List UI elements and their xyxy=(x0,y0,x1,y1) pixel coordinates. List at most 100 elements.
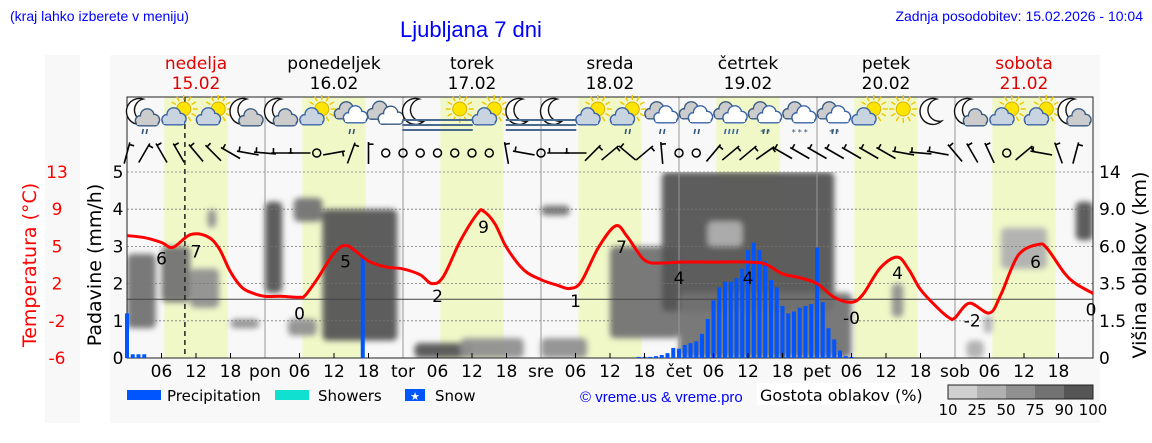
sun-ray xyxy=(619,101,625,106)
precipitation-bar xyxy=(636,356,641,358)
wind-feather xyxy=(238,146,241,152)
sun-ray xyxy=(907,116,911,122)
cloud-shape xyxy=(962,108,989,127)
wind-staff xyxy=(503,142,510,164)
cloud-density-title: Gostota oblakov (%) xyxy=(760,386,923,405)
precipitation-bar xyxy=(700,333,704,358)
wind-barb-icon xyxy=(346,142,360,164)
cloud-height-tick-label: 6.0 xyxy=(1099,237,1126,257)
sun-ray xyxy=(222,96,226,102)
moon-shape xyxy=(919,97,945,126)
wind-barb-icon xyxy=(721,145,742,161)
wind-staff xyxy=(947,144,963,162)
cloud-region xyxy=(891,283,904,318)
density-tick-label: 50 xyxy=(996,401,1015,419)
moon-cloud-icon xyxy=(263,97,299,127)
wind-barb-icon xyxy=(123,142,135,164)
temperature-tick-label: -2 xyxy=(49,312,66,332)
daylight-band xyxy=(854,97,918,358)
wind-feather xyxy=(736,146,742,152)
copyright-link[interactable]: © vreme.us & vreme.pro xyxy=(580,389,743,406)
moon-shape xyxy=(401,97,427,126)
sun-ray xyxy=(605,101,611,106)
day-name: sobota xyxy=(995,54,1053,74)
wind-staff xyxy=(236,150,259,156)
cloud-fill xyxy=(690,117,711,122)
wind-staff xyxy=(584,144,602,162)
rain-drop xyxy=(624,128,628,135)
cloud-shape xyxy=(791,105,817,124)
precipitation-bar xyxy=(780,305,785,358)
snow-flake: * xyxy=(829,128,833,137)
moon-icon xyxy=(919,97,945,126)
wind-barb-icon xyxy=(601,145,621,161)
precip-tick-label: 4 xyxy=(113,200,124,220)
wind-barb-icon xyxy=(288,148,311,154)
precipitation-bar xyxy=(654,356,658,358)
wind-staff xyxy=(705,144,722,162)
wind-barb-icon xyxy=(155,142,168,163)
temperature-label: 7 xyxy=(616,238,627,258)
cloud-height-tick-label: 1.5 xyxy=(1099,312,1126,332)
cloud-fill xyxy=(379,118,402,124)
snow-flake: * xyxy=(766,128,770,137)
wind-barb-icon xyxy=(947,142,963,162)
cloud-shape xyxy=(134,108,161,127)
wind-barb-icon xyxy=(1053,142,1064,164)
sun-disc xyxy=(452,101,468,117)
cloud-sleet-icon: * * xyxy=(816,101,852,137)
temperature-tick-label: 5 xyxy=(52,237,63,257)
weather-icons-row: * * * * * * * xyxy=(125,95,1092,137)
cloud-fill xyxy=(577,119,598,124)
precipitation-bar xyxy=(757,250,762,358)
rain-drop xyxy=(352,128,356,135)
cloud-region xyxy=(127,253,156,329)
day-tick-label: tor xyxy=(391,362,415,382)
wind-staff xyxy=(841,146,862,160)
sun-ray xyxy=(1004,96,1008,102)
wind-feather xyxy=(514,146,517,152)
legend-snow-swatch xyxy=(405,389,425,401)
precipitation-bar xyxy=(843,356,848,358)
day-name: petek xyxy=(862,54,910,74)
moon-cloud-icon xyxy=(953,97,989,127)
precipitation-bar xyxy=(803,305,808,358)
cloud-fill xyxy=(828,117,849,122)
cloud-region xyxy=(414,343,472,358)
hour-tick-label: 18 xyxy=(772,362,794,382)
cloud-region xyxy=(966,340,984,358)
wind-barb-icon xyxy=(138,143,154,163)
precip-tick-label: 0 xyxy=(113,349,124,369)
hour-tick-label: 12 xyxy=(737,362,759,382)
day-tick-label: pet xyxy=(803,362,831,382)
precipitation-bar xyxy=(682,344,687,358)
sun-ray xyxy=(191,112,197,117)
cloud-fill xyxy=(965,120,986,125)
density-tick-label: 90 xyxy=(1054,401,1073,419)
sun-ray xyxy=(1019,112,1025,117)
cloud-region xyxy=(541,338,587,358)
wind-staff xyxy=(1072,142,1080,164)
cloud-shape xyxy=(1023,107,1050,126)
sun-ray xyxy=(866,96,870,102)
wind-barb-icon xyxy=(1030,146,1053,156)
wind-barb-icon xyxy=(739,145,759,161)
legend-snow-label: Snow xyxy=(435,387,475,405)
temperature-label: -2 xyxy=(964,312,981,332)
sun-ray xyxy=(210,96,215,102)
temperature-label: 4 xyxy=(674,269,685,289)
wind-feather xyxy=(156,142,162,147)
cloud-shape xyxy=(161,107,187,126)
rain-drop xyxy=(658,128,662,135)
sun-cloud-drizzle-icon xyxy=(609,95,647,135)
menu-hint[interactable]: (kraj lahko izberete v meniju) xyxy=(10,8,189,24)
cloud-height-tick-label: 3.5 xyxy=(1099,275,1126,295)
temperature-label: 6 xyxy=(1030,253,1041,273)
wind-barb-icon xyxy=(909,147,932,155)
calm-wind-icon xyxy=(1002,148,1012,158)
calm-wind-icon xyxy=(536,148,546,158)
sun-disc xyxy=(895,101,911,117)
calm-wind-icon xyxy=(467,148,477,158)
precipitation-bar xyxy=(728,281,733,358)
cloud-region xyxy=(288,318,317,336)
